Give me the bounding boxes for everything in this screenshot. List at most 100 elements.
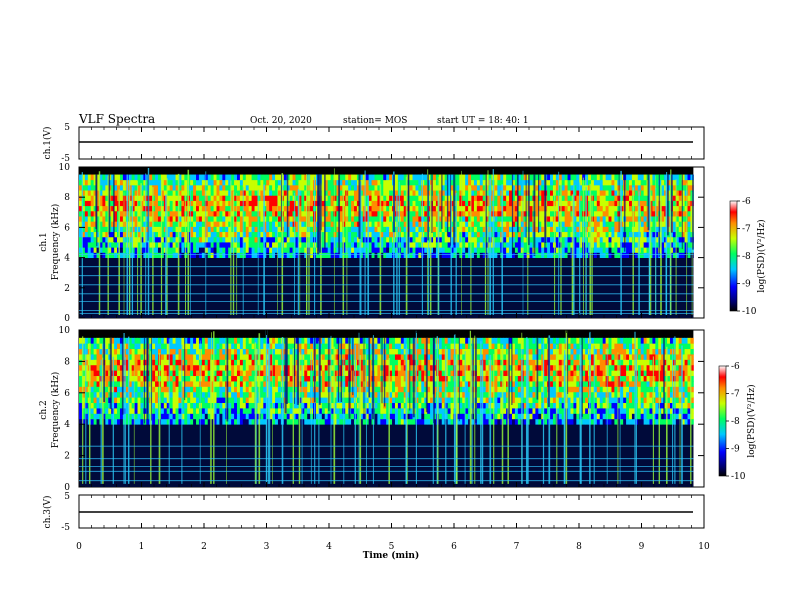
spec-cell [137, 221, 141, 227]
spec-cell [585, 216, 589, 222]
spec-cell [497, 200, 501, 207]
spec-cell [596, 200, 601, 207]
spec-cell [81, 397, 86, 404]
spec-cell [128, 354, 133, 360]
spec-cell [236, 231, 241, 238]
spec-cell [272, 221, 276, 227]
spec-cell [333, 370, 337, 377]
spec-cell [93, 221, 97, 227]
spec-cell [269, 364, 273, 371]
spec-cell [371, 205, 375, 212]
spec-cell [248, 216, 253, 222]
spec-cell [216, 343, 220, 350]
spec-cell [81, 200, 86, 207]
spec-cell [272, 200, 276, 207]
spec-cell [473, 174, 478, 181]
spec-cell [330, 370, 334, 377]
spec-cell [450, 179, 454, 186]
spec-cell [84, 226, 89, 233]
spec-cell [248, 386, 253, 393]
spec-cell [166, 343, 171, 350]
spec-cell [210, 200, 214, 207]
spec-cell [333, 231, 337, 238]
spec-cell [137, 391, 141, 398]
spec-cell [181, 200, 185, 207]
spec-cell [152, 236, 156, 243]
spec-cell [681, 174, 685, 181]
spec-cell [310, 337, 314, 344]
spec-cell [79, 184, 83, 191]
spec-cell [520, 216, 525, 222]
spec-cell [172, 221, 176, 227]
spec-cell [263, 402, 267, 409]
spec-cell [169, 190, 174, 196]
spec-cell [239, 216, 244, 222]
spec-cell [614, 210, 618, 217]
spec-cell [576, 226, 580, 233]
spec-cell [336, 216, 340, 222]
spec-cell [169, 174, 174, 181]
spec-cell [260, 408, 264, 414]
spec-cell [321, 190, 326, 196]
spec-cell [394, 184, 399, 191]
spec-cell [605, 247, 609, 253]
spec-cell [301, 397, 305, 404]
spec-cell [198, 370, 203, 377]
spec-cell [111, 343, 115, 350]
spec-cell [236, 179, 241, 186]
spec-cell [190, 402, 194, 409]
spec-cell [245, 337, 250, 344]
spec-cell [163, 413, 168, 420]
spec-cell [81, 184, 86, 191]
spec-cell [506, 190, 510, 196]
spec-cell [152, 195, 156, 201]
spec-cell [257, 174, 261, 181]
spec-cell [465, 195, 469, 201]
spec-cell [160, 397, 165, 404]
spec-cell [289, 386, 293, 393]
spec-cell [541, 184, 545, 191]
spec-cell [157, 184, 162, 191]
spec-cell [263, 364, 267, 371]
spec-cell [304, 195, 308, 201]
spec-cell [277, 359, 282, 366]
freq-tick-label: 6 [64, 223, 70, 233]
spec-cell [497, 231, 501, 238]
spec-cell [547, 252, 551, 258]
spec-cell [222, 236, 226, 243]
spec-cell [172, 200, 176, 207]
spec-cell [307, 418, 311, 425]
spec-cell [629, 174, 633, 181]
spec-cell [231, 242, 235, 248]
spec-cell [655, 216, 659, 222]
spec-cell [219, 179, 223, 186]
spec-cell [471, 216, 475, 222]
spec-cell [251, 408, 255, 414]
spec-cell [239, 386, 244, 393]
spec-cell [295, 402, 299, 409]
spec-cell [354, 210, 358, 217]
spec-cell [169, 179, 174, 186]
spec-cell [637, 174, 642, 181]
spec-cell [550, 200, 554, 207]
spec-cell [374, 195, 378, 201]
spec-cell [119, 216, 124, 222]
spec-cell [90, 216, 95, 222]
spec-cell [351, 242, 355, 248]
spec-cell [117, 359, 121, 366]
spec-cell [283, 195, 288, 201]
spec-cell [286, 231, 291, 238]
spec-cell [96, 381, 100, 387]
spec-cell [646, 247, 650, 253]
spec-cell [190, 391, 194, 398]
spec-cell [362, 190, 367, 196]
spec-cell [418, 174, 422, 181]
spec-cell [143, 179, 147, 186]
spec-cell [228, 418, 232, 425]
spec-cell [336, 236, 340, 243]
spec-cell [213, 226, 217, 233]
spec-cell [377, 200, 381, 207]
spec-cell [368, 247, 372, 253]
spec-cell [272, 413, 276, 420]
spec-cell [157, 210, 162, 217]
